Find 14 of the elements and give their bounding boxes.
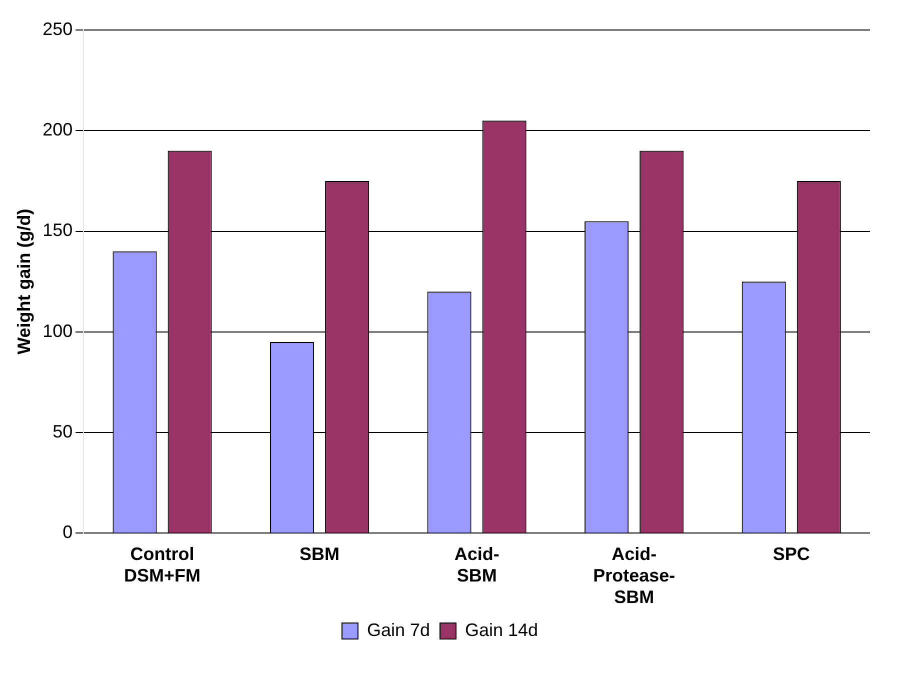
y-tick-label: 50 [52,422,73,442]
x-tick-label: SPC [772,544,810,564]
legend-label: Gain 7d [366,620,430,640]
x-tick-label: SBM [300,544,340,564]
legend-label: Gain 14d [464,620,538,640]
x-tick-label: Acid-SBM [454,544,500,586]
y-tick-label: 250 [42,18,73,39]
x-tick-label: Control DSM+FM [124,544,201,586]
y-tick-label: 150 [42,220,73,240]
y-axis-title: Weight gain (g/d) [14,208,34,354]
x-tick-label: Acid-Protease-SBM [593,544,676,608]
y-tick-label: 100 [42,320,73,341]
y-tick-label: 200 [42,120,73,140]
y-tick-label: 0 [62,522,73,542]
